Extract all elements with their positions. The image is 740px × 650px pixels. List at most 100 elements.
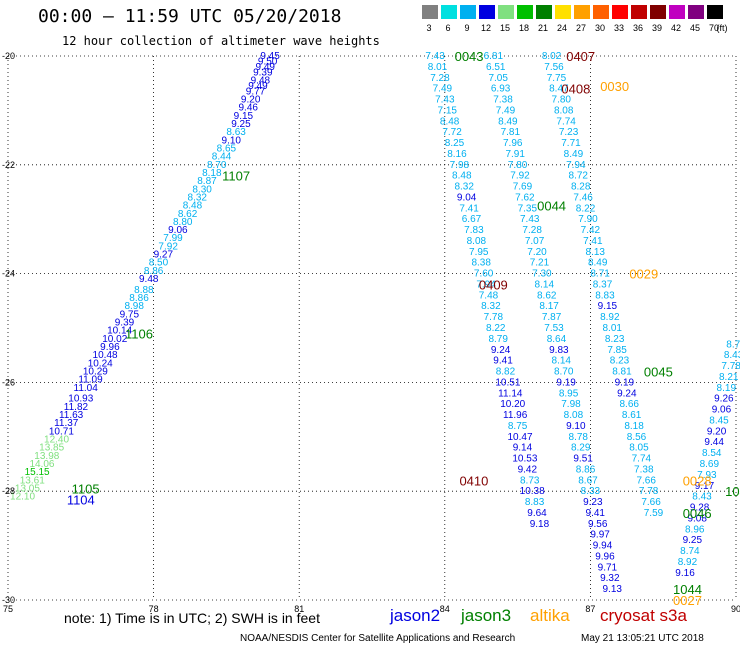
wave-height-label: 8.66 — [619, 399, 639, 410]
wave-height-label: 8.86 — [129, 293, 149, 304]
wave-height-label: 8.43 — [724, 350, 740, 361]
wave-height-label: 9.44 — [704, 437, 724, 448]
wave-height-label: 9.24 — [491, 345, 511, 356]
legend-label: 24 — [556, 23, 567, 33]
time-label-layer: 0043 0407 0408 0030 1107 1106 0044 0409 0029 0045… — [67, 49, 740, 608]
wave-height-label: 7.38 — [634, 464, 654, 475]
wave-height-label: 10.20 — [500, 399, 525, 410]
track-c: 6.816.517.056.937.387.498.497.817.967.91… — [484, 51, 623, 595]
wave-height-label: 9.96 — [100, 342, 120, 353]
wave-height-label: 6.93 — [491, 84, 511, 95]
wave-height-label: 8.22 — [486, 323, 506, 334]
wave-height-label: 7.43 — [425, 51, 445, 62]
wave-height-label: 8.62 — [537, 290, 557, 301]
legend-label: 30 — [594, 23, 605, 33]
pass-time-label: 1044 — [673, 582, 702, 597]
pass-time-label: 1107 — [222, 169, 250, 184]
footer-credit: NOAA/NESDIS Center for Satellite Applica… — [240, 633, 516, 644]
wave-height-label: 9.17 — [695, 481, 715, 492]
wave-height-label: 7.72 — [442, 127, 462, 138]
legend-label: 6 — [445, 23, 451, 33]
wave-height-label: 8.08 — [564, 410, 584, 421]
legend-label: 39 — [651, 23, 662, 33]
wave-height-label: 8.75 — [508, 421, 528, 432]
wave-height-label: 7.49 — [433, 84, 453, 95]
wave-height-label: 9.15 — [234, 111, 254, 122]
wave-height-label: 13.61 — [20, 475, 45, 486]
legend-label: 70 — [708, 23, 719, 33]
legend-label: 9 — [464, 23, 470, 33]
wave-height-label: 9.77 — [246, 86, 266, 97]
wave-height-label: 7.48 — [479, 290, 499, 301]
wave-height-label: 9.25 — [683, 535, 703, 546]
legend-swatch — [650, 5, 666, 19]
wave-height-label: 9.14 — [513, 443, 533, 454]
legend-swatch — [707, 5, 723, 19]
satellite-label: cryosat s3a — [600, 606, 687, 625]
wave-height-label: 9.13 — [603, 584, 623, 595]
wave-height-label: 10.93 — [68, 394, 93, 405]
legend-swatch — [441, 5, 457, 19]
wave-height-label: 7.74 — [556, 116, 576, 127]
wave-height-label: 11.37 — [54, 418, 79, 429]
wave-height-label: 7.91 — [505, 149, 525, 160]
wave-height-label: 8.30 — [192, 184, 212, 195]
wave-height-label: 9.48 — [139, 274, 159, 285]
wave-height-label: 9.51 — [573, 454, 593, 465]
wave-height-label: 8.73 — [520, 475, 540, 486]
wave-height-label: 7.96 — [503, 138, 523, 149]
pass-time-label: 0407 — [566, 49, 595, 64]
wave-height-label: 7.43 — [520, 214, 540, 225]
wave-height-label: 8.95 — [559, 388, 579, 399]
wave-height-label: 8.17 — [539, 301, 559, 312]
wave-height-label: 8.83 — [595, 290, 615, 301]
wave-height-label: 8.02 — [542, 51, 562, 62]
wave-height-label: 8.56 — [627, 432, 647, 443]
wave-height-label: 7.98 — [450, 160, 470, 171]
wave-height-label: 8.05 — [629, 443, 649, 454]
wave-height-label: 7.43 — [435, 95, 455, 106]
pass-time-label: 0044 — [537, 199, 566, 214]
wave-height-label: 7.66 — [641, 497, 661, 508]
pass-time-label: 0030 — [600, 79, 629, 94]
legend-label: 36 — [632, 23, 643, 33]
wave-height-label: 13.85 — [39, 443, 64, 454]
wave-height-label: 8.82 — [496, 367, 516, 378]
wave-height-label: 9.18 — [530, 519, 550, 530]
wave-height-label: 8.16 — [447, 149, 467, 160]
wave-height-label: 9.71 — [598, 562, 618, 573]
lon-tick-label: 78 — [149, 604, 159, 614]
wave-height-label: 9.39 — [115, 318, 135, 329]
pass-time-label: 1104 — [67, 492, 95, 507]
wave-height-label: 9.04 — [457, 192, 477, 203]
wave-height-label: 9.41 — [493, 356, 513, 367]
wave-height-label: 8.54 — [702, 448, 722, 459]
wave-height-label: 8.29 — [571, 443, 591, 454]
wave-height-label: 9.28 — [690, 503, 710, 514]
wave-height-label: 7.71 — [561, 138, 581, 149]
wave-height-label: 7.41 — [459, 203, 479, 214]
wave-height-label: 7.94 — [566, 160, 586, 171]
legend-swatch — [574, 5, 590, 19]
wave-height-label: 7.60 — [474, 269, 494, 280]
wave-height-label: 8.47 — [549, 84, 569, 95]
wave-height-label: 8.87 — [197, 176, 217, 187]
pass-time-label: 0028 — [683, 473, 712, 488]
wave-height-label: 13.05 — [15, 483, 40, 494]
wave-height-label: 8.64 — [547, 334, 567, 345]
legend-swatch — [631, 5, 647, 19]
wave-height-label: 7.75 — [547, 73, 567, 84]
wave-height-label: 9.96 — [595, 551, 615, 562]
wave-height-label: 9.49 — [255, 62, 275, 73]
pass-time-label: 104 — [725, 484, 740, 499]
legend-swatch — [688, 5, 704, 19]
wave-height-label: 10.48 — [93, 350, 118, 361]
wave-height-label: 7.93 — [697, 470, 717, 481]
wave-height-label: 7.85 — [607, 345, 627, 356]
wave-height-label: 9.94 — [593, 541, 613, 552]
wave-height-label: 8.08 — [467, 236, 487, 247]
wave-height-label: 9.75 — [120, 309, 140, 320]
wave-height-label: 9.56 — [588, 519, 608, 530]
